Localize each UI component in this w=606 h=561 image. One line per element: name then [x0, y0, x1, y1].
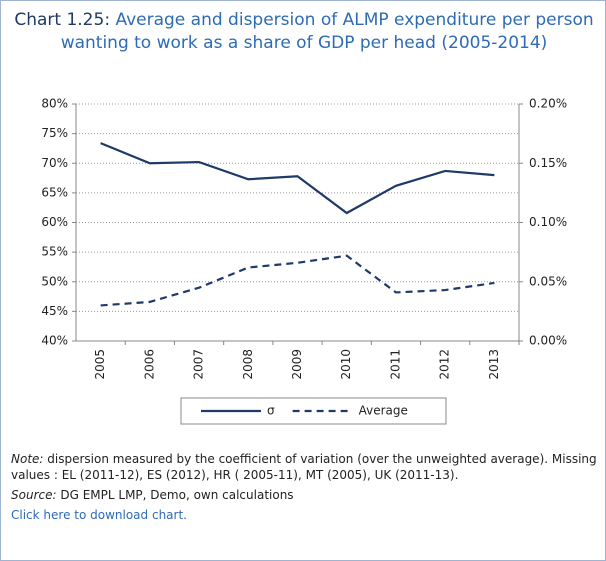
y2-tick-label: 0.05% — [529, 274, 567, 288]
note: Note: dispersion measured by the coeffic… — [11, 451, 599, 483]
x-tick-label: 2007 — [192, 349, 206, 380]
x-tick-label: 2012 — [438, 349, 452, 380]
x-tick-label: 2009 — [290, 349, 304, 380]
x-tick-label: 2010 — [339, 349, 353, 380]
title-prefix: Chart 1.25: — [14, 10, 111, 30]
notes: Note: dispersion measured by the coeffic… — [11, 451, 599, 523]
source-text: DG EMPL LMP, Demo, own calculations — [60, 488, 294, 502]
legend-label: Average — [359, 404, 408, 418]
download-link[interactable]: Click here to download chart. — [11, 508, 187, 522]
series-line — [100, 254, 495, 307]
x-tick-label: 2005 — [93, 349, 107, 380]
x-tick-label: 2011 — [388, 349, 402, 380]
y-tick-label: 75% — [41, 126, 68, 140]
y-tick-label: 70% — [41, 156, 68, 170]
y-tick-label: 55% — [41, 245, 68, 259]
x-tick-label: 2006 — [142, 349, 156, 380]
legend-label: σ — [267, 404, 275, 418]
y-tick-label: 80% — [41, 97, 68, 111]
series-line — [100, 142, 495, 215]
y2-tick-label: 0.15% — [529, 156, 567, 170]
source: Source: DG EMPL LMP, Demo, own calculati… — [11, 487, 599, 503]
x-tick-label: 2008 — [241, 349, 255, 380]
y-tick-label: 65% — [41, 185, 68, 199]
note-label: Note: — [11, 452, 44, 466]
y-tick-label: 40% — [41, 334, 68, 348]
y2-tick-label: 0.10% — [529, 215, 567, 229]
y2-tick-label: 0.20% — [529, 97, 567, 111]
note-text: dispersion measured by the coefficient o… — [11, 452, 597, 482]
x-tick-label: 2013 — [487, 349, 501, 380]
y-tick-label: 60% — [41, 215, 68, 229]
y-tick-label: 50% — [41, 274, 68, 288]
chart: 40% 45% 50% 55% 60% 65% 70% 75% 80% 0.00% 0.05% 0.1… — [41, 97, 567, 425]
y-tick-label: 45% — [41, 304, 68, 318]
y2-tick-label: 0.00% — [529, 334, 567, 348]
title-text: Average and dispersion of ALMP expenditu… — [60, 10, 594, 53]
chart-title: Chart 1.25: Average and dispersion of AL… — [9, 9, 599, 55]
source-label: Source: — [11, 488, 57, 502]
